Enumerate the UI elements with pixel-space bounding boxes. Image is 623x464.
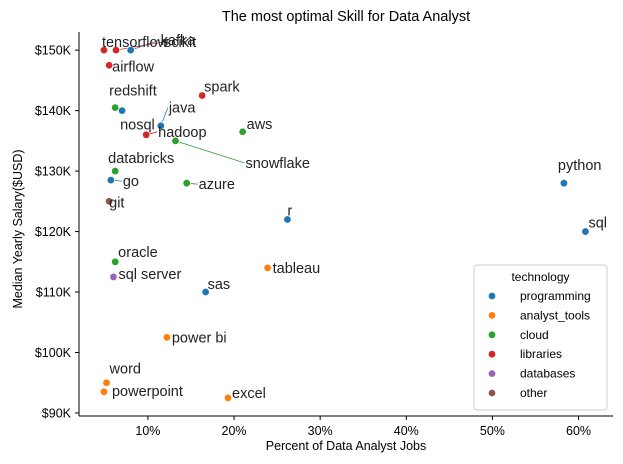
point-azure bbox=[182, 178, 191, 188]
legend-entry-cloud: cloud bbox=[520, 328, 549, 342]
point-word bbox=[102, 378, 111, 387]
connector-scikit bbox=[115, 41, 164, 51]
data-points bbox=[99, 45, 590, 403]
point-databricks bbox=[110, 166, 120, 176]
y-axis-title: Median Yearly Salary($USD) bbox=[11, 149, 25, 308]
point-sas bbox=[201, 287, 210, 297]
chart-title: The most optimal Skill for Data Analyst bbox=[222, 9, 470, 25]
point-kafka bbox=[126, 45, 135, 55]
label-sql-server: sql server bbox=[118, 267, 181, 283]
connector-snowflake bbox=[175, 140, 245, 164]
label-r: r bbox=[287, 203, 292, 219]
y-tick-label: $110K bbox=[36, 286, 72, 300]
legend-marker-programming bbox=[487, 291, 497, 301]
point-airflow bbox=[104, 61, 114, 70]
point-sql bbox=[581, 227, 590, 236]
point-go bbox=[106, 175, 116, 185]
label-hadoop: hadoop bbox=[158, 125, 206, 141]
y-tick-label: $120K bbox=[35, 225, 72, 239]
y-tick-label: $100K bbox=[35, 346, 72, 360]
x-tick-label: 10% bbox=[135, 424, 160, 438]
label-aws: aws bbox=[247, 117, 273, 133]
label-go: go bbox=[123, 174, 139, 190]
point-scikit bbox=[111, 45, 121, 55]
point-r bbox=[283, 215, 292, 224]
label-kafka: kafka bbox=[161, 33, 197, 49]
label-java: java bbox=[168, 101, 197, 117]
legend-marker-libraries bbox=[487, 350, 497, 359]
legend-entry-libraries: libraries bbox=[520, 347, 562, 361]
legend-box bbox=[473, 264, 608, 411]
point-tableau bbox=[263, 263, 272, 273]
point-labels: python sql r sas go nosql java kafka tableau powe… bbox=[102, 33, 607, 402]
label-scikit: scikit bbox=[164, 35, 196, 51]
x-axis-title: Percent of Data Analyst Jobs bbox=[266, 439, 427, 453]
label-powerpoint: powerpoint bbox=[112, 384, 183, 400]
x-tick-label: 50% bbox=[480, 424, 505, 438]
point-oracle bbox=[110, 257, 120, 266]
y-tick-label: $130K bbox=[35, 165, 72, 179]
point-spark bbox=[197, 91, 207, 100]
label-oracle: oracle bbox=[118, 245, 158, 261]
legend-entry-programming: programming bbox=[520, 289, 591, 303]
point-aws bbox=[238, 127, 247, 136]
x-tick-label: 30% bbox=[308, 424, 333, 438]
point-redshift bbox=[110, 103, 120, 112]
point-nosql bbox=[117, 106, 127, 115]
legend-marker-databases bbox=[487, 369, 497, 378]
x-tick-label: 40% bbox=[394, 424, 419, 438]
legend-entry-other: other bbox=[520, 386, 547, 400]
axes: 10% 20% 30% 40% 50% 60% $90K $100K $110K $120K $13… bbox=[35, 32, 613, 438]
point-excel bbox=[223, 393, 233, 403]
point-tensorflow bbox=[99, 45, 109, 55]
legend-title: technology bbox=[511, 270, 569, 284]
point-power-bi bbox=[162, 333, 172, 342]
legend-marker-other bbox=[487, 388, 497, 398]
label-spark: spark bbox=[204, 79, 240, 95]
label-power-bi: power bi bbox=[172, 330, 227, 346]
label-nosql: nosql bbox=[120, 118, 155, 134]
label-azure: azure bbox=[199, 177, 235, 193]
label-python: python bbox=[558, 158, 602, 174]
x-tick-label: 20% bbox=[222, 424, 247, 438]
point-git bbox=[104, 197, 114, 206]
point-python bbox=[559, 178, 569, 188]
y-tick-label: $90K bbox=[42, 406, 72, 420]
point-snowflake bbox=[171, 136, 180, 146]
label-sas: sas bbox=[208, 277, 231, 293]
legend-entry-analyst_tools: analyst_tools bbox=[520, 308, 590, 322]
legend-marker-analyst_tools bbox=[487, 311, 497, 320]
label-word: word bbox=[109, 362, 141, 378]
label-databricks: databricks bbox=[108, 151, 174, 167]
label-tensorflow: tensorflow bbox=[102, 35, 169, 51]
x-tick-label: 60% bbox=[566, 424, 591, 438]
legend-marker-cloud bbox=[487, 330, 497, 339]
label-airflow: airflow bbox=[112, 59, 154, 75]
y-tick-label: $150K bbox=[35, 44, 72, 58]
label-snowflake: snowflake bbox=[245, 156, 309, 172]
point-hadoop bbox=[141, 130, 151, 140]
point-powerpoint bbox=[99, 387, 109, 397]
y-tick-label: $140K bbox=[35, 104, 72, 118]
label-excel: excel bbox=[232, 386, 266, 402]
point-sql-server bbox=[109, 272, 118, 282]
label-sql: sql bbox=[588, 216, 607, 232]
label-redshift: redshift bbox=[109, 84, 157, 100]
point-java bbox=[156, 121, 166, 130]
legend-entry-databases: databases bbox=[520, 367, 575, 381]
label-git: git bbox=[109, 195, 124, 211]
label-tableau: tableau bbox=[273, 261, 321, 277]
